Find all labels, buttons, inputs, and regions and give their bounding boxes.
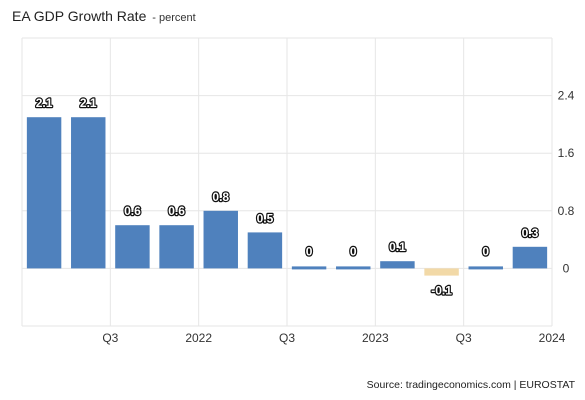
data-label: 0.5	[257, 211, 274, 225]
data-label: 0	[350, 244, 357, 258]
grid-lines	[21, 37, 553, 327]
bar	[380, 261, 415, 269]
data-label: 0.6	[124, 204, 141, 218]
bar	[203, 210, 238, 269]
bar	[71, 117, 106, 269]
chart-title-text: EA GDP Growth Rate	[12, 8, 147, 24]
x-tick-label: Q3	[102, 331, 118, 345]
bar	[512, 246, 548, 269]
source-note: Source: tradingeconomics.com | EUROSTAT	[366, 379, 575, 391]
bar	[336, 266, 371, 270]
data-label: 0.6	[168, 204, 185, 218]
y-tick-label: 1.6	[558, 146, 575, 160]
x-tick-label: 2024	[539, 331, 566, 345]
data-label: 0.8	[212, 190, 229, 204]
bar	[26, 117, 62, 269]
bar	[247, 232, 283, 269]
chart-title: EA GDP Growth Rate - percent	[12, 8, 196, 24]
y-tick-label: 2.4	[558, 89, 575, 103]
y-tick-label: 0	[563, 261, 570, 275]
x-tick-label: 2022	[185, 331, 212, 345]
data-label: 0.3	[522, 226, 539, 240]
data-labels: 2.1 2.1 0.6 0.6 0.8 0.5 0 0 0.1 -0.1 0 0.3	[35, 95, 540, 299]
x-axis-labels: Q3 2022 Q3 2023 Q3 2024	[102, 331, 565, 345]
data-label: -0.1	[431, 284, 452, 298]
data-label: 2.1	[80, 96, 97, 110]
data-label: 0	[306, 244, 313, 258]
bar-series	[26, 117, 548, 276]
x-tick-label: Q3	[279, 331, 295, 345]
data-label: 0.1	[389, 240, 406, 254]
bar	[159, 225, 194, 269]
y-axis-labels: 0 0.8 1.6 2.4	[558, 89, 575, 276]
y-tick-label: 0.8	[558, 204, 575, 218]
bar	[291, 266, 327, 270]
data-label: 0	[482, 244, 489, 258]
data-label: 2.1	[36, 96, 53, 110]
x-tick-label: 2023	[362, 331, 389, 345]
bar	[424, 268, 459, 276]
bar	[115, 225, 150, 269]
chart-unit: - percent	[152, 12, 196, 24]
bar	[468, 266, 503, 270]
x-tick-label: Q3	[456, 331, 472, 345]
